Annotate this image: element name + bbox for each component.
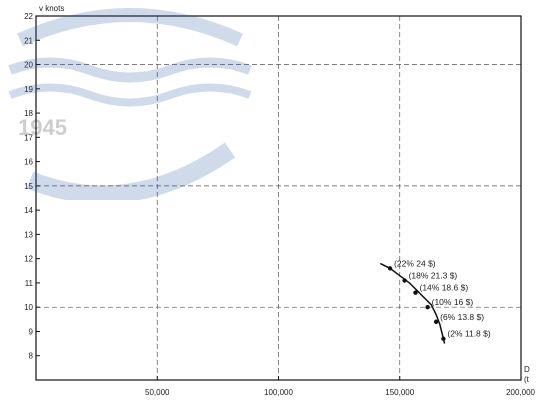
data-point-label: (6% 13.8 $)	[440, 312, 484, 322]
y-tick-label: 22	[24, 12, 33, 21]
data-point	[413, 290, 418, 295]
points-layer: (22% 24 $) (18% 21.3 $) (14% 18.6 $) (10% 1…	[387, 258, 491, 341]
data-point	[433, 319, 439, 324]
data-point	[402, 278, 407, 283]
y-tick-label: 9	[29, 327, 34, 336]
y-tick-label: 15	[24, 182, 33, 191]
series-layer	[379, 262, 446, 344]
grid-lines	[36, 16, 521, 380]
y-tick-label: 19	[24, 85, 33, 94]
x-tick-label: 150,000	[385, 388, 414, 397]
y-tick-label: 12	[24, 255, 33, 264]
y-tick-label: 20	[24, 61, 33, 70]
y-tick-label: 8	[29, 352, 34, 361]
data-point-label: (22% 24 $)	[394, 258, 436, 268]
x-axis-label-line-1: D	[524, 365, 530, 374]
data-point-label: (18% 21.3 $)	[409, 271, 458, 281]
x-axis-label-line-2: (t	[524, 375, 530, 384]
y-tick-label: 18	[24, 109, 33, 118]
series-line	[379, 262, 446, 344]
data-point	[425, 305, 430, 310]
y-axis-ticks: 8 9 10 11 12 13 14 15 16 17 18 19 20 21 22	[24, 12, 40, 361]
data-point-label: (10% 16 $)	[432, 297, 474, 307]
x-tick-label: 100,000	[264, 388, 293, 397]
y-tick-label: 17	[24, 133, 33, 142]
y-tick-label: 13	[24, 230, 33, 239]
y-tick-label: 14	[24, 206, 33, 215]
y-tick-label: 21	[24, 36, 33, 45]
plot-frame	[35, 15, 522, 381]
x-tick-label: 200,000	[506, 388, 535, 397]
x-tick-label: 50,000	[145, 388, 170, 397]
data-point-label: (2% 11.8 $)	[447, 329, 490, 339]
y-tick-label: 16	[24, 158, 33, 167]
data-point	[387, 266, 393, 271]
data-point-label: (14% 18.6 $)	[420, 283, 469, 293]
data-point	[441, 336, 446, 341]
y-tick-label: 11	[25, 279, 34, 288]
x-axis-ticks: 50,000 100,000 150,000 200,000	[145, 376, 536, 397]
y-tick-label: 10	[24, 303, 33, 312]
y-axis-label: v knots	[39, 4, 64, 13]
